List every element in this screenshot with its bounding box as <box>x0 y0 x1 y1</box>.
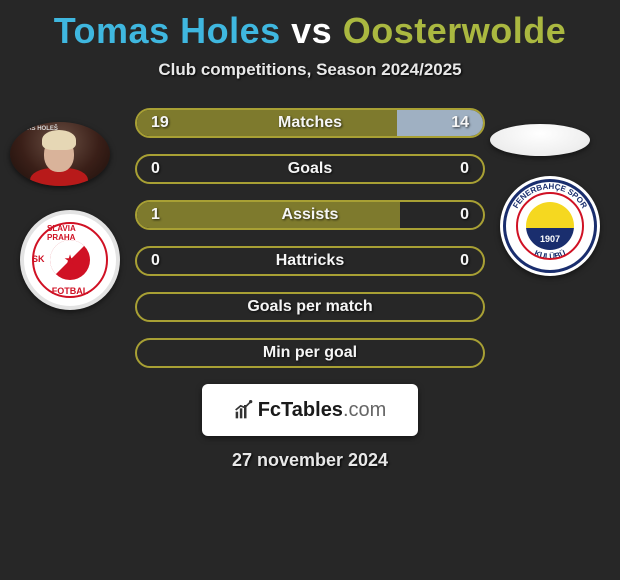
stat-label: Hattricks <box>137 252 483 270</box>
footer-brand: FcTables.com <box>202 384 418 436</box>
stat-label: Goals <box>137 160 483 178</box>
vs-label: vs <box>291 10 332 51</box>
player1-club-logo: SLAVIA PRAHA SK FOTBAL ★ <box>20 210 120 310</box>
subtitle: Club competitions, Season 2024/2025 <box>0 60 620 80</box>
club2-year: 1907 <box>526 234 574 244</box>
stat-label: Matches <box>137 114 483 132</box>
stat-row: Goals per match <box>135 292 485 322</box>
stat-row: 1Assists0 <box>135 200 485 230</box>
player2-avatar <box>490 124 590 156</box>
stat-value-right: 0 <box>460 206 469 224</box>
stat-label: Goals per match <box>137 298 483 316</box>
star-icon: ★ <box>64 252 77 269</box>
player2-name: Oosterwolde <box>343 10 567 51</box>
stat-value-right: 0 <box>460 252 469 270</box>
player1-name: Tomas Holes <box>54 10 281 51</box>
fctables-icon <box>234 400 254 420</box>
brand-tld: .com <box>343 399 386 422</box>
player2-club-logo: FENERBAHÇE SPOR KULÜBÜ 1907 <box>500 176 600 276</box>
club1-text-bottom: FOTBAL <box>52 286 89 296</box>
stat-value-right: 0 <box>460 160 469 178</box>
date-label: 27 november 2024 <box>0 450 620 471</box>
stat-label: Min per goal <box>137 344 483 362</box>
avatar-hair <box>42 130 76 150</box>
brand-name: FcTables <box>258 399 343 422</box>
page-title: Tomas Holes vs Oosterwolde <box>0 0 620 52</box>
stat-row: Min per goal <box>135 338 485 368</box>
stat-row: 0Hattricks0 <box>135 246 485 276</box>
stat-label: Assists <box>137 206 483 224</box>
stat-row: 0Goals0 <box>135 154 485 184</box>
club1-text-left: SK <box>32 254 45 264</box>
stat-row: 19Matches14 <box>135 108 485 138</box>
stat-value-right: 14 <box>451 114 469 132</box>
player1-avatar: TOMÁŠ HOLEŠ <box>10 122 110 186</box>
